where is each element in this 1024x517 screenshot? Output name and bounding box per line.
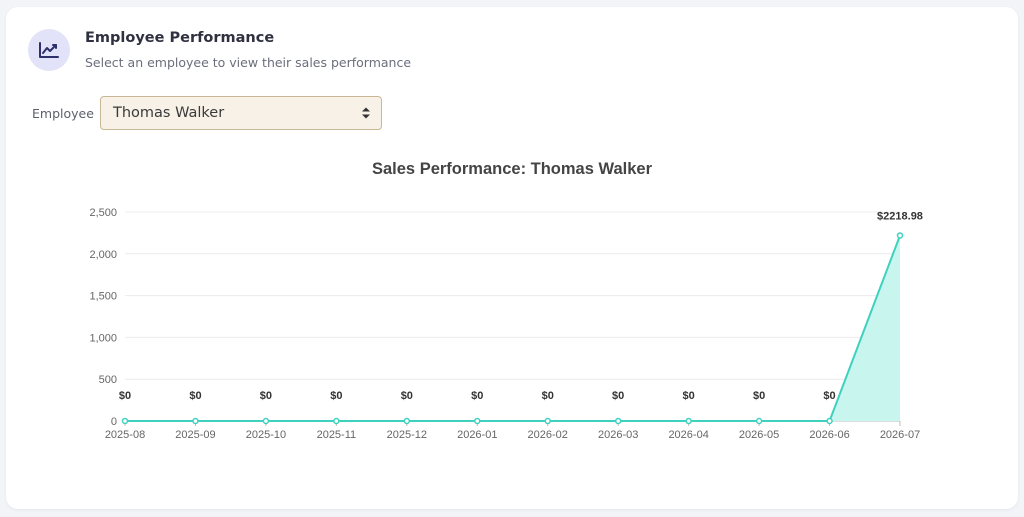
- employee-select[interactable]: Thomas Walker: [100, 96, 382, 130]
- data-points: [121, 232, 904, 425]
- employee-performance-card: Employee Performance Select an employee …: [6, 7, 1018, 509]
- x-tick-label: 2026-03: [598, 429, 638, 441]
- x-tick-label: 2025-09: [175, 429, 215, 441]
- data-point[interactable]: [262, 417, 270, 425]
- data-point[interactable]: [755, 417, 763, 425]
- y-tick-label: 500: [99, 374, 117, 386]
- area-fill: [125, 235, 900, 421]
- data-label: $0: [330, 390, 342, 402]
- y-tick-label: 2,500: [89, 207, 117, 219]
- data-label: $0: [753, 390, 765, 402]
- series-line-path: [125, 235, 901, 422]
- data-label: $0: [683, 390, 695, 402]
- data-label: $0: [119, 390, 131, 402]
- data-label: $0: [260, 390, 272, 402]
- chart-line-icon: [39, 42, 59, 58]
- chart-icon-badge: [28, 29, 70, 71]
- data-point[interactable]: [614, 417, 622, 425]
- x-tick-label: 2026-01: [457, 429, 497, 441]
- x-tick-label: 2026-04: [668, 429, 708, 441]
- x-tick-label: 2026-05: [739, 429, 779, 441]
- x-tick-label: 2025-11: [317, 429, 357, 441]
- data-point[interactable]: [896, 232, 904, 239]
- employee-select-value: Thomas Walker: [113, 105, 225, 121]
- y-tick-label: 2,000: [89, 249, 117, 261]
- data-point[interactable]: [685, 417, 692, 425]
- sales-performance-chart: Sales Performance: Thomas Walker 0 500 1,0…: [89, 160, 923, 441]
- data-label: $0: [401, 390, 413, 402]
- series-line: [125, 235, 901, 422]
- x-tick-label: 2025-10: [246, 429, 286, 441]
- employee-label: Employee: [32, 106, 94, 121]
- data-label: $0: [542, 390, 554, 402]
- data-point[interactable]: [121, 417, 129, 425]
- data-labels: $0 $0 $0 $0 $0 $0 $0 $0 $0 $0 $0 $2218.98: [119, 210, 923, 402]
- y-tick-label: 0: [111, 416, 117, 428]
- x-axis: 2025-08 2025-09 2025-10 2025-11 2025-12 2026-…: [105, 421, 920, 441]
- chart-title: Sales Performance: Thomas Walker: [372, 160, 653, 178]
- x-tick-label: 2026-06: [809, 429, 849, 441]
- x-tick-label: 2026-07: [880, 429, 920, 441]
- area-path: [125, 235, 900, 421]
- y-tick-label: 1,500: [89, 291, 117, 303]
- data-label: $0: [823, 390, 835, 402]
- data-point[interactable]: [474, 417, 481, 425]
- x-tick-label: 2025-12: [387, 429, 427, 441]
- page-title: Employee Performance: [85, 30, 275, 46]
- chart-grid: [125, 211, 900, 422]
- data-point[interactable]: [403, 417, 411, 425]
- data-label: $0: [189, 390, 201, 402]
- data-label: $0: [612, 390, 624, 402]
- page-subtitle: Select an employee to view their sales p…: [85, 55, 412, 70]
- data-label: $0: [471, 390, 483, 402]
- y-axis: 0 500 1,000 1,500 2,000 2,500: [89, 207, 117, 428]
- data-point[interactable]: [192, 417, 199, 425]
- data-label: $2218.98: [877, 210, 923, 222]
- data-point[interactable]: [544, 417, 551, 425]
- data-point[interactable]: [333, 417, 340, 425]
- select-arrows-icon: [362, 107, 370, 119]
- x-tick-label: 2026-02: [528, 429, 568, 441]
- data-point[interactable]: [826, 417, 833, 425]
- y-tick-label: 1,000: [89, 332, 117, 344]
- x-tick-label: 2025-08: [105, 429, 145, 441]
